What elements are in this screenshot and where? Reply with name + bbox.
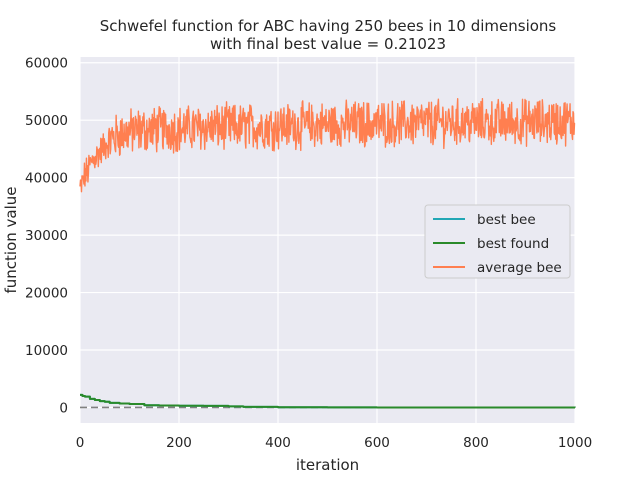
legend-label-average-bee: average bee	[477, 260, 562, 276]
x-tick-labels: 0 200 400 600 800 1000	[76, 435, 592, 451]
series-line-average-bee	[79, 97, 576, 193]
chart-title-line1: Schwefel function for ABC having 250 bee…	[100, 17, 557, 35]
x-tick-label: 600	[364, 435, 390, 451]
series-line-best-found	[80, 393, 576, 409]
y-tick-label: 10000	[25, 343, 68, 359]
x-tick-label: 1000	[558, 435, 592, 451]
x-axis-label: iteration	[296, 456, 359, 474]
y-tick-label: 40000	[25, 171, 68, 187]
legend-label-best-bee: best bee	[477, 212, 536, 228]
y-tick-label: 60000	[25, 56, 68, 72]
y-tick-label: 50000	[25, 113, 68, 129]
y-tick-label: 0	[59, 400, 68, 416]
legend: best bee best found average bee	[424, 204, 571, 279]
y-tick-label: 20000	[25, 286, 68, 302]
x-tick-label: 400	[265, 435, 291, 451]
y-tick-label: 30000	[25, 228, 68, 244]
x-tick-label: 200	[166, 435, 192, 451]
legend-label-best-found: best found	[477, 236, 549, 252]
y-tick-labels: 0 10000 20000 30000 40000 50000 60000	[25, 56, 68, 417]
series-lines	[79, 97, 576, 409]
y-axis-label: function value	[2, 186, 20, 293]
legend-box	[424, 204, 571, 279]
x-tick-label: 800	[463, 435, 489, 451]
x-tick-label: 0	[76, 435, 85, 451]
chart-title-line2: with final best value = 0.21023	[210, 35, 446, 53]
